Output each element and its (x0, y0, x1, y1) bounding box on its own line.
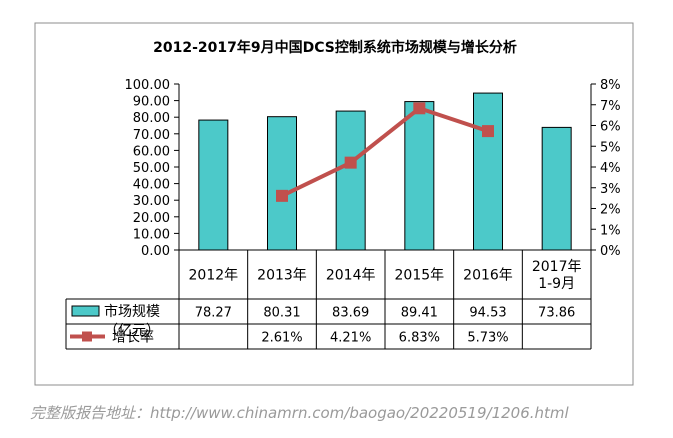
x-tick-label: 2016年 (463, 268, 513, 284)
y-left-tick-label: 0.00 (141, 244, 170, 259)
y-right-tick-label: 3% (600, 182, 621, 197)
bar (335, 110, 366, 251)
x-tick-label: 2014年 (326, 268, 376, 284)
table-cell-market-size: 89.41 (401, 306, 438, 321)
line-point (482, 125, 494, 138)
chart-border (34, 22, 634, 386)
bar (198, 119, 229, 251)
growth-rate-line (281, 106, 489, 198)
y-right-tick-label: 5% (600, 140, 621, 155)
legend-label-bar: 市场规模 (104, 303, 160, 320)
table-cell-market-size: 80.31 (263, 306, 300, 321)
bar (541, 126, 572, 251)
legend-marker-line (82, 331, 92, 342)
table-cell-market-size: 73.86 (538, 306, 575, 321)
bar (473, 92, 503, 251)
y-left-tick-label: 60.00 (133, 144, 170, 159)
x-tick-label: 2017年 (532, 259, 582, 275)
y-left-tick-label: 100.00 (125, 78, 171, 93)
x-tick-label: 1-9月 (538, 276, 575, 292)
legend-label-line: 增长率 (112, 329, 154, 346)
y-right-tick-label: 7% (600, 99, 621, 114)
x-tick-label: 2013年 (257, 268, 307, 284)
legend-label-bar-unit: （亿元） (104, 323, 160, 339)
line-point (276, 189, 288, 202)
y-right-tick-label: 6% (600, 120, 621, 135)
table-cell-market-size: 94.53 (469, 306, 506, 321)
y-left-tick-label: 20.00 (133, 211, 170, 226)
bar (404, 101, 435, 251)
bar (267, 116, 297, 251)
y-left-tick-label: 50.00 (133, 161, 170, 176)
table-cell-growth-rate: 4.21% (330, 331, 371, 346)
x-tick-label: 2012年 (189, 268, 239, 284)
report-url-caption: 完整版报告地址：http://www.chinamrn.com/baogao/2… (30, 404, 569, 422)
x-tick-label: 2015年 (395, 268, 445, 284)
table-cell-growth-rate: 6.83% (399, 331, 440, 346)
y-left-tick-label: 70.00 (133, 128, 170, 143)
y-left-tick-label: 10.00 (133, 227, 170, 242)
y-left-tick-label: 30.00 (133, 194, 170, 209)
y-right-tick-label: 2% (600, 203, 621, 218)
line-point (344, 156, 357, 169)
table-cell-growth-rate: 5.73% (467, 331, 508, 346)
line-point (413, 102, 426, 115)
y-left-tick-label: 90.00 (133, 95, 170, 110)
table-cell-market-size: 78.27 (195, 306, 232, 321)
y-left-tick-label: 40.00 (133, 178, 170, 193)
y-right-tick-label: 4% (600, 161, 621, 176)
y-right-tick-label: 0% (600, 244, 621, 259)
y-right-tick-label: 8% (600, 78, 621, 93)
y-right-tick-label: 1% (600, 223, 621, 238)
y-left-tick-label: 80.00 (133, 111, 170, 126)
table-cell-growth-rate: 2.61% (261, 331, 302, 346)
legend-swatch-bar (71, 305, 100, 317)
table-cell-market-size: 83.69 (332, 306, 369, 321)
chart-title: 2012-2017年9月中国DCS控制系统市场规模与增长分析 (153, 39, 517, 56)
